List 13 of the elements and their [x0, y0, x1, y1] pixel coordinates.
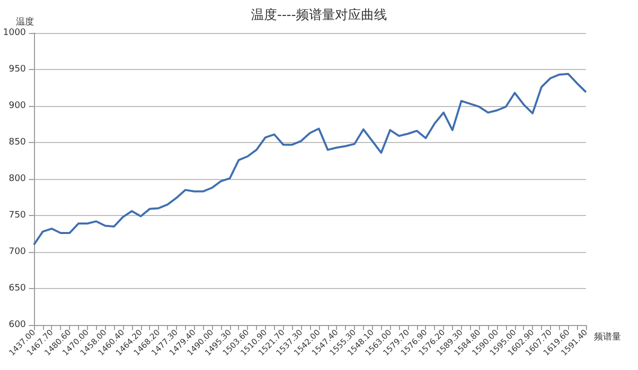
y-tick-label: 850 [8, 138, 26, 148]
y-tick-label: 900 [8, 101, 26, 111]
x-axis-title: 频谱量 [594, 332, 621, 342]
chart-title: 温度----频谱量对应曲线 [251, 7, 387, 23]
y-tick-label: 950 [8, 64, 26, 74]
line-series [32, 72, 587, 246]
y-tick-label: 650 [8, 284, 26, 294]
y-axis-title: 温度 [16, 16, 34, 28]
y-tick-label: 1000 [3, 28, 26, 38]
y-tick-label: 800 [8, 174, 26, 184]
y-tick-label: 700 [8, 247, 26, 257]
y-tick-label: 600 [8, 320, 26, 330]
y-tick-label: 750 [8, 210, 26, 220]
